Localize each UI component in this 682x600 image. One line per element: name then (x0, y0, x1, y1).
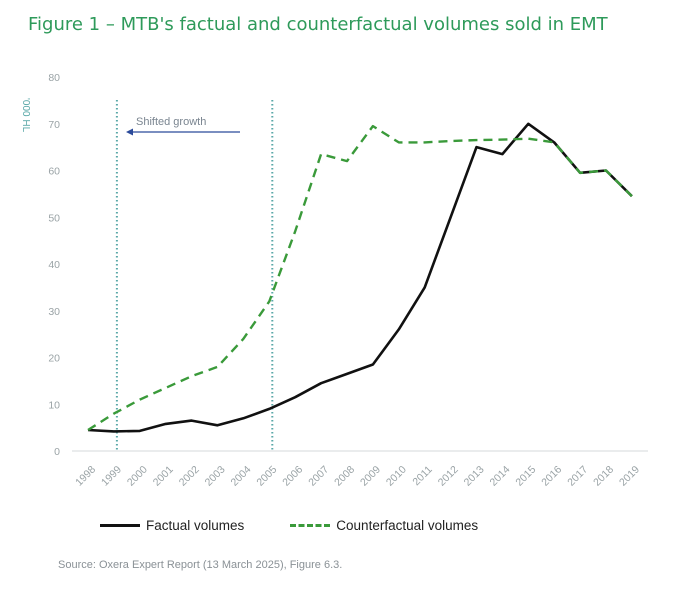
x-tick-label: 2006 (280, 464, 305, 489)
x-tick-label: 2012 (436, 464, 461, 489)
legend-label-counterfactual: Counterfactual volumes (336, 518, 479, 533)
factual-volumes-line (87, 122, 633, 433)
series-group (87, 122, 633, 433)
x-tick-label: 1999 (99, 464, 124, 489)
y-tick-label: 10 (48, 399, 60, 411)
y-tick-label: 30 (48, 306, 60, 318)
legend-item-counterfactual: Counterfactual volumes (290, 518, 478, 533)
y-tick-label: 0 (54, 446, 60, 458)
x-axis: 1998 1999 2000 2001 2002 2003 2004 2005 2006 2007… (72, 450, 648, 489)
x-tick-label: 2007 (306, 464, 331, 489)
x-tick-label: 2002 (177, 464, 202, 489)
figure-title: Figure 1 – MTB's factual and counterfact… (28, 14, 608, 35)
x-tick-label: 2004 (229, 464, 254, 489)
legend-label-factual: Factual volumes (146, 518, 245, 533)
source-note: Source: Oxera Expert Report (13 March 20… (58, 559, 343, 571)
y-tick-label: 40 (48, 259, 60, 271)
y-axis: 0 10 20 30 40 50 60 70 80 '000 HL (20, 72, 60, 458)
x-tick-label: 2008 (332, 464, 357, 489)
left-arrow-icon (126, 128, 133, 136)
counterfactual-volumes-line (87, 124, 633, 432)
y-tick-label: 20 (48, 353, 60, 365)
legend-item-factual: Factual volumes (100, 518, 244, 533)
vertical-markers (115, 100, 274, 451)
x-tick-label: 2016 (539, 464, 564, 489)
annotation: Shifted growth (126, 116, 240, 136)
y-tick-label: 80 (48, 72, 60, 84)
x-tick-label: 2018 (591, 464, 616, 489)
x-tick-label: 2013 (462, 464, 487, 489)
y-tick-label: 60 (48, 166, 60, 178)
x-tick-label: 2011 (410, 464, 435, 489)
x-tick-label: 2017 (565, 464, 590, 489)
x-tick-label: 2009 (358, 464, 383, 489)
annotation-label: Shifted growth (136, 116, 206, 128)
y-tick-label: 70 (48, 119, 60, 131)
x-tick-label: 2015 (513, 464, 538, 489)
x-tick-label: 2001 (151, 464, 176, 489)
y-tick-label: 50 (48, 212, 60, 224)
x-tick-label: 2000 (125, 464, 150, 489)
legend-swatch-counterfactual (290, 524, 331, 527)
x-tick-label: 2014 (488, 464, 513, 489)
x-tick-label: 1998 (73, 464, 98, 489)
legend: Factual volumes Counterfactual volumes (100, 518, 478, 533)
legend-swatch-factual (100, 524, 140, 527)
x-tick-label: 2010 (384, 464, 409, 489)
x-tick-label: 2005 (254, 464, 279, 489)
x-tick-label: 2003 (203, 464, 228, 489)
y-axis-label: '000 HL (20, 98, 31, 133)
x-tick-label: 2019 (617, 464, 642, 489)
